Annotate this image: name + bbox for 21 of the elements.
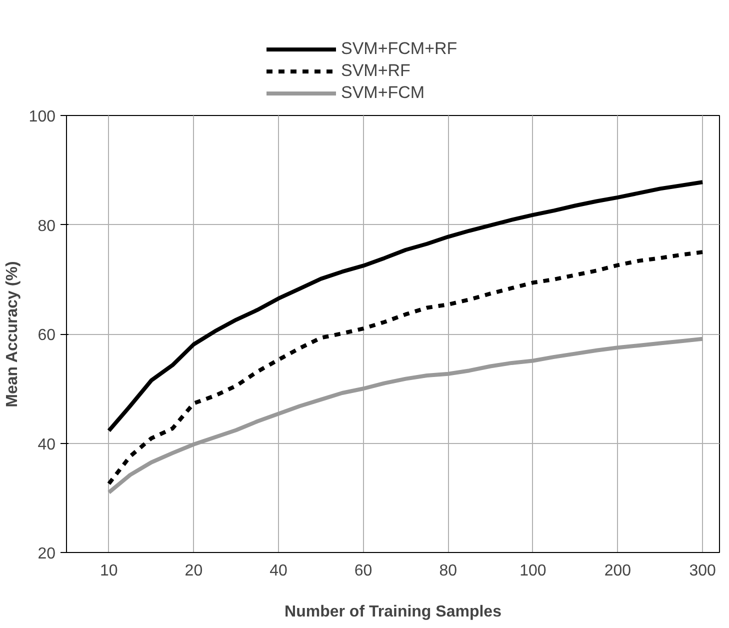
legend-label: SVM+RF — [341, 61, 410, 81]
x-tick-label: 60 — [354, 562, 372, 580]
y-tick-label: 20 — [38, 546, 56, 562]
y-tick-label: 80 — [38, 218, 56, 235]
x-tick-label: 80 — [439, 562, 458, 580]
legend-label: SVM+FCM — [341, 83, 425, 103]
x-tick-label: 100 — [520, 562, 546, 580]
y-tick-label: 100 — [28, 108, 56, 126]
y-axis-title: Mean Accuracy (%) — [4, 261, 21, 408]
x-tick-label: 10 — [100, 562, 118, 580]
x-axis-title: Number of Training Samples — [284, 604, 502, 620]
line-series — [106, 250, 705, 486]
x-tick-label: 20 — [184, 562, 203, 580]
y-tick-label: 40 — [38, 436, 56, 454]
line-series — [106, 180, 705, 433]
legend-label: SVM+FCM+RF — [341, 39, 458, 59]
y-tick-label: 60 — [38, 327, 56, 344]
x-tick-label: 40 — [270, 562, 288, 580]
line-series — [106, 336, 705, 494]
x-tick-label: 300 — [689, 562, 716, 580]
x-tick-label: 200 — [604, 562, 632, 580]
